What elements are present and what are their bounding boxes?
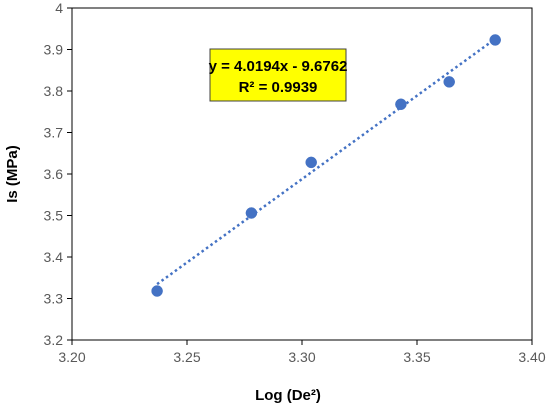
y-tick-label: 3.3 xyxy=(44,291,64,307)
equation-box: y = 4.0194x - 9.6762 R² = 0.9939 xyxy=(209,48,348,102)
x-tick-label: 3.40 xyxy=(518,349,545,365)
y-tick-label: 3.5 xyxy=(44,208,64,224)
y-tick-label: 3.7 xyxy=(44,125,64,141)
trendline-r-squared: R² = 0.9939 xyxy=(239,79,318,96)
y-tick-label: 4 xyxy=(55,0,63,16)
x-tick-label: 3.30 xyxy=(288,349,315,365)
x-axis-ticks: 3.20 3.25 3.30 3.35 3.40 xyxy=(58,340,546,365)
trendline-equation: y = 4.0194x - 9.6762 xyxy=(209,58,348,75)
x-tick-label: 3.35 xyxy=(403,349,430,365)
x-tick-label: 3.25 xyxy=(173,349,200,365)
data-point xyxy=(395,98,407,111)
y-tick-label: 3.9 xyxy=(44,42,64,58)
equation-box-background xyxy=(209,48,347,102)
data-points xyxy=(151,34,501,297)
y-axis-ticks: 3.2 3.3 3.4 3.5 3.6 3.7 3.8 3.9 4 xyxy=(44,0,72,348)
data-point xyxy=(489,34,501,46)
x-axis-title: Log (De²) xyxy=(255,387,321,404)
y-axis-title: Is (MPa) xyxy=(4,145,21,203)
trendline xyxy=(156,37,496,286)
y-tick-label: 3.6 xyxy=(44,166,64,182)
data-point xyxy=(151,285,163,297)
x-tick-label: 3.20 xyxy=(58,349,85,365)
trendline-layer xyxy=(156,37,496,286)
y-tick-label: 3.2 xyxy=(44,332,64,348)
data-point xyxy=(305,156,317,169)
data-point xyxy=(443,76,455,88)
y-tick-label: 3.8 xyxy=(44,83,64,99)
y-tick-label: 3.4 xyxy=(44,249,64,265)
data-point xyxy=(245,207,258,219)
